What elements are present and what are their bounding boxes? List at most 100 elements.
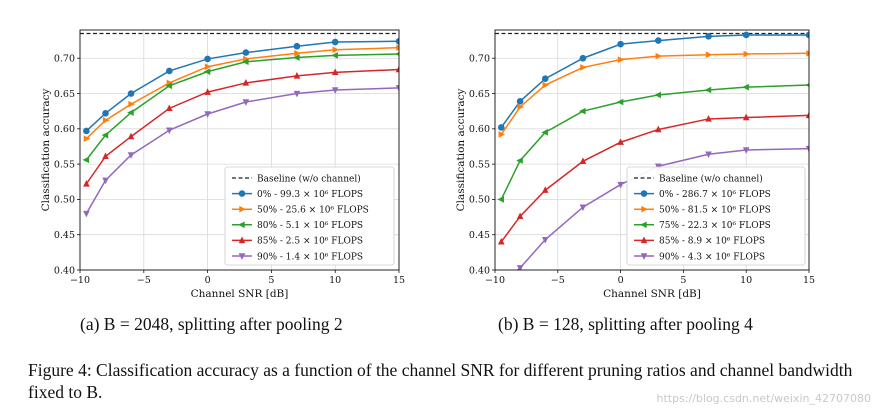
y-tick-label: 0.55 — [469, 159, 490, 170]
x-tick-label: 0 — [205, 275, 211, 286]
y-tick-label: 0.50 — [469, 195, 490, 206]
x-axis-label: Channel SNR [dB] — [603, 288, 701, 300]
legend-marker — [238, 253, 246, 260]
data-point — [617, 138, 624, 145]
data-point — [617, 40, 624, 48]
data-point — [497, 237, 505, 245]
legend-label: 50% - 81.5 × 10⁶ FLOPS — [659, 206, 771, 216]
data-point — [517, 103, 525, 111]
chart-panel-a: −10 −5 0 5 10 15 0.40 0.45 0.50 0.55 0.60 0.65 0.70 C… — [40, 29, 405, 300]
y-tick-label: 0.45 — [54, 230, 75, 241]
data-point — [128, 100, 135, 108]
legend-marker — [238, 190, 246, 197]
data-point — [241, 58, 249, 66]
legend-label: 90% - 1.4 × 10⁶ FLOPS — [257, 252, 363, 262]
legend-marker — [640, 221, 647, 229]
y-axis-label: Classification accuracy — [40, 89, 52, 212]
data-point — [742, 83, 749, 91]
data-point — [332, 46, 340, 54]
data-point — [331, 52, 338, 59]
data-point — [395, 52, 399, 56]
data-point — [293, 54, 300, 61]
data-point — [541, 75, 549, 83]
data-point — [331, 38, 339, 46]
data-point — [579, 204, 587, 212]
data-point — [516, 97, 524, 105]
legend-marker — [640, 190, 648, 197]
legend-marker — [238, 236, 246, 244]
data-point — [242, 49, 250, 56]
y-axis-label: Classification accuracy — [455, 89, 467, 212]
legend-box — [626, 166, 806, 266]
data-point — [395, 85, 399, 92]
y-tick-label: 0.40 — [54, 265, 75, 276]
x-tick-label: −5 — [551, 275, 565, 286]
series-line-2 — [85, 53, 399, 161]
y-tick-label: 0.70 — [469, 54, 490, 65]
data-point — [293, 42, 301, 50]
data-point — [806, 49, 809, 57]
data-point — [654, 91, 661, 99]
data-point — [395, 65, 399, 73]
data-point — [654, 125, 662, 133]
legend: Baseline (w/o channel) 0% - 286.7 × 10⁶ F… — [626, 166, 806, 266]
legend-label: 0% - 99.3 × 10⁶ FLOPS — [257, 190, 363, 200]
watermark: https://blog.csdn.net/weixin_42707080 — [656, 392, 871, 405]
x-tick-label: 0 — [618, 275, 624, 286]
data-point — [705, 115, 712, 122]
y-tick-label: 0.65 — [54, 89, 75, 100]
legend-label: 85% - 8.9 × 10⁶ FLOPS — [659, 237, 765, 247]
data-point — [242, 79, 250, 86]
data-point — [82, 156, 90, 164]
data-point — [166, 104, 173, 112]
x-tick-label: 15 — [803, 275, 815, 286]
figure-caption: Figure 4: Classification accuracy as a f… — [28, 360, 853, 402]
data-point — [83, 179, 90, 187]
data-point — [331, 68, 339, 76]
legend-label: 80% - 5.1 × 10⁶ FLOPS — [257, 221, 363, 231]
y-tick-label: 0.50 — [54, 195, 75, 206]
data-point — [742, 113, 750, 121]
data-point — [516, 157, 523, 164]
data-point — [616, 98, 624, 106]
data-point — [516, 265, 524, 270]
data-point — [293, 71, 301, 79]
data-point — [705, 151, 712, 159]
data-point — [617, 56, 625, 63]
data-point — [204, 111, 211, 118]
legend-marker — [640, 236, 648, 244]
x-tick-label: −10 — [70, 275, 90, 286]
data-point — [579, 54, 587, 62]
x-axis-label: Channel SNR [dB] — [191, 288, 289, 300]
y-tick-label: 0.65 — [469, 89, 490, 100]
data-point — [516, 212, 524, 220]
legend-label: 85% - 2.5 × 10⁶ FLOPS — [257, 237, 363, 247]
subcaption-a: (a) B = 2048, splitting after pooling 2 — [80, 314, 343, 334]
chart-panel-b: −10 −5 0 5 10 15 0.40 0.45 0.50 0.55 0.60 0.65 0.70 C… — [455, 29, 815, 300]
legend-box — [224, 166, 395, 266]
x-tick-label: −10 — [485, 275, 505, 286]
legend-label: 0% - 286.7 × 10⁶ FLOPS — [659, 190, 771, 200]
data-point — [101, 131, 109, 139]
data-point — [541, 186, 549, 193]
data-point — [102, 177, 109, 185]
data-point — [127, 152, 135, 159]
data-point — [331, 87, 339, 94]
legend-label: 50% - 25.6 × 10⁶ FLOPS — [257, 206, 369, 216]
data-point — [204, 63, 212, 71]
data-point — [805, 145, 809, 153]
data-point — [805, 83, 809, 88]
data-point — [497, 196, 504, 203]
data-point — [83, 135, 91, 143]
data-point — [293, 90, 301, 98]
axes-frame — [494, 29, 810, 271]
legend-marker — [641, 205, 648, 213]
x-tick-label: −5 — [137, 275, 151, 286]
data-point — [805, 111, 809, 119]
data-point — [127, 109, 134, 116]
x-tick-label: 15 — [393, 275, 405, 286]
subcaption-b: (b) B = 128, splitting after pooling 4 — [498, 314, 753, 334]
data-point — [579, 107, 586, 115]
legend-marker — [239, 205, 246, 213]
